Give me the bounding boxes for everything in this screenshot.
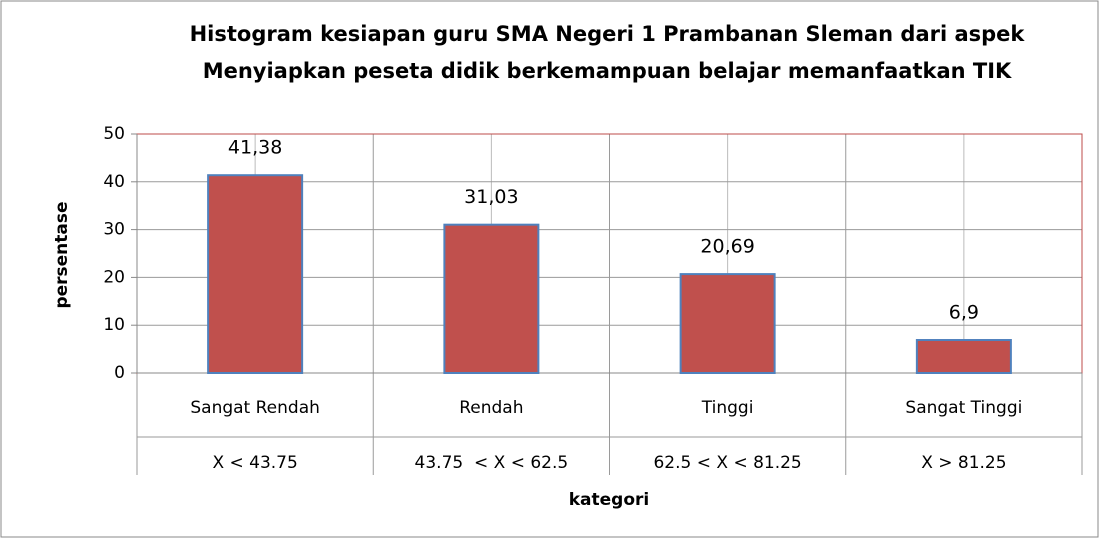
data-label: 20,69 <box>700 236 754 258</box>
chart-title: Menyiapkan peseta didik berkemampuan bel… <box>203 59 1012 83</box>
y-tick-label: 10 <box>103 315 125 335</box>
data-label: 41,38 <box>228 137 282 159</box>
bar <box>443 223 540 374</box>
x-tick-label: Tinggi <box>701 398 754 418</box>
chart-title: Histogram kesiapan guru SMA Negeri 1 Pra… <box>190 22 1026 46</box>
x-tick-label: Rendah <box>459 398 523 418</box>
x-range-label: X < 43.75 <box>212 453 297 473</box>
bar <box>915 339 1012 375</box>
data-label: 31,03 <box>464 186 518 208</box>
y-tick-label: 50 <box>103 124 125 144</box>
x-range-label: 62.5 < X < 81.25 <box>653 453 801 473</box>
x-axis-title: kategori <box>569 490 650 510</box>
bar <box>207 174 304 374</box>
bar <box>679 273 776 375</box>
x-range-label: 43.75 < X < 62.5 <box>415 453 569 473</box>
x-tick-label: Sangat Rendah <box>190 398 320 418</box>
data-label: 6,9 <box>949 302 979 324</box>
y-tick-label: 40 <box>103 172 125 192</box>
y-tick-label: 20 <box>103 267 125 287</box>
y-tick-label: 30 <box>103 220 125 240</box>
x-tick-label: Sangat Tinggi <box>905 398 1022 418</box>
y-axis-title: persentase <box>52 201 72 308</box>
x-range-label: X > 81.25 <box>921 453 1006 473</box>
y-tick-label: 0 <box>114 363 125 383</box>
